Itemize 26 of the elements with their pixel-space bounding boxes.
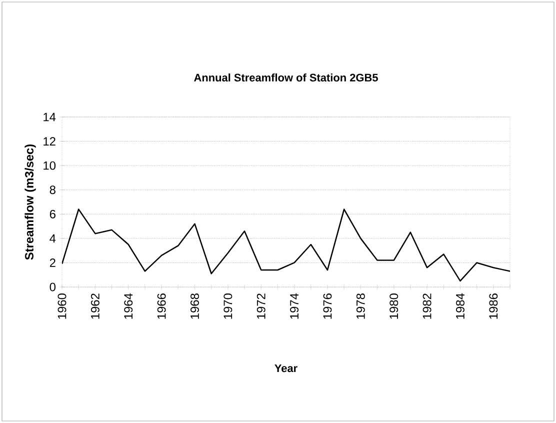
y-tick-label: 0: [50, 282, 56, 292]
line-series: [62, 208, 510, 282]
x-tick-label: 1984: [456, 293, 464, 319]
y-tick-label: 12: [44, 137, 56, 146]
x-tick-label: 1966: [157, 294, 166, 319]
x-tick-label: 1976: [323, 294, 332, 319]
y-tick-label: 14: [44, 112, 56, 122]
x-tick-label: 1986: [489, 294, 498, 319]
x-tick-label: 1960: [58, 293, 66, 319]
x-tick-label: 1962: [90, 294, 100, 319]
y-tick-label: 8: [50, 186, 56, 194]
x-tick-label: 1978: [356, 294, 365, 319]
chart-title: Annual Streamflow of Station 2GB5: [194, 73, 378, 82]
x-tick-label: 1970: [224, 293, 232, 319]
y-axis-title: Streamflow (m3/sec): [24, 144, 36, 260]
y-tick-label: 6: [50, 210, 56, 218]
x-tick-label: 1968: [190, 294, 199, 319]
x-tick-label: 1982: [422, 294, 432, 319]
y-tick-label: 2: [50, 258, 56, 267]
x-tick-label: 1972: [256, 294, 266, 319]
y-tick-label: 10: [44, 161, 56, 170]
x-axis-title: Year: [274, 364, 298, 372]
x-tick-label: 1980: [390, 293, 398, 319]
y-tick-label: 4: [50, 234, 56, 243]
x-tick-label: 1964: [124, 293, 133, 319]
x-tick-label: 1974: [290, 293, 299, 319]
